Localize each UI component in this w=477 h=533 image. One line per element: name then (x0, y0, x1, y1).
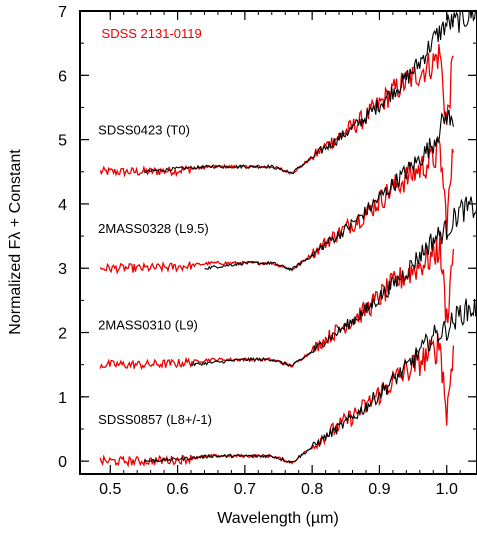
annotation-label: SDSS 2131-0119 (102, 26, 202, 41)
target-spectrum-line-0 (99, 44, 454, 178)
y-tick-label: 4 (58, 197, 67, 214)
target-spectrum-line-6 (99, 332, 455, 468)
template-spectrum-line-3 (204, 109, 454, 272)
series-group (99, 11, 477, 468)
x-tick-label: 0.9 (368, 481, 390, 498)
y-axis-title: Normalized Fλ + Constant (7, 149, 24, 335)
target-spectrum-line-2 (99, 135, 455, 275)
y-tick-label: 2 (58, 326, 67, 343)
x-tick-label: 1.0 (436, 481, 458, 498)
y-tick-label: 7 (58, 4, 67, 21)
x-axis-title: Wavelength (µm) (217, 510, 339, 527)
annotation-label: 2MASS0328 (L9.5) (98, 221, 209, 236)
x-tick-label: 0.6 (166, 481, 188, 498)
template-spectrum-line-1 (143, 11, 477, 175)
annotation-label: SDSS0857 (L8+/-1) (98, 412, 212, 427)
annotation-label: SDSS0423 (T0) (98, 122, 190, 137)
y-tick-label: 6 (58, 68, 67, 85)
y-tick-label: 5 (58, 133, 67, 150)
ticks-group: 0.5 0.6 0.7 0.8 0.9 1.0 0 1 2 3 4 5 6 7 (58, 4, 477, 498)
target-spectrum-line-4 (99, 230, 455, 371)
annotations-group: SDSS 2131-0119 SDSS0423 (T0) 2MASS0328 (L9… (98, 26, 212, 427)
y-tick-label: 1 (58, 390, 67, 407)
y-tick-label: 3 (58, 261, 67, 278)
y-tick-label: 0 (58, 454, 67, 471)
x-tick-label: 0.7 (234, 481, 256, 498)
template-spectrum-line-7 (143, 298, 477, 464)
x-tick-label: 0.8 (301, 481, 323, 498)
plot-frame (79, 10, 477, 475)
annotation-label: 2MASS0310 (L9) (98, 317, 198, 332)
template-spectrum-line-5 (190, 196, 477, 368)
x-tick-label: 0.5 (99, 481, 121, 498)
